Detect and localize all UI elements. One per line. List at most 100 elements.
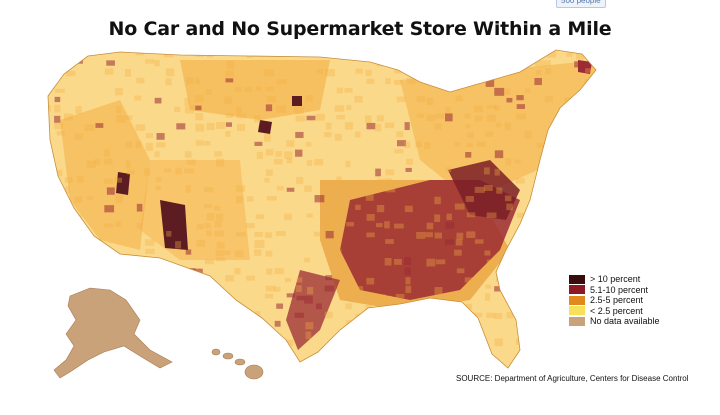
county-cell: [494, 168, 500, 176]
county-cell: [445, 167, 452, 173]
county-cell: [66, 275, 73, 284]
county-cell: [545, 194, 556, 200]
county-cell: [275, 366, 282, 368]
county-cell: [405, 277, 411, 285]
county-cell: [546, 239, 554, 246]
county-cell: [434, 123, 442, 130]
county-cell: [76, 176, 84, 183]
county-cell: [144, 239, 155, 246]
county-cell: [246, 196, 254, 202]
county-cell: [514, 159, 521, 164]
county-cell: [144, 286, 150, 293]
county-cell: [556, 141, 565, 150]
people-badge[interactable]: 500 people: [556, 0, 606, 8]
county-cell: [375, 339, 382, 346]
west-orange-region: [60, 100, 150, 250]
county-cell: [394, 223, 404, 229]
county-cell: [195, 51, 204, 57]
county-cell: [444, 239, 455, 245]
county-cell: [494, 286, 503, 292]
county-cell: [405, 167, 412, 172]
county-cell: [555, 339, 562, 348]
county-cell: [48, 77, 53, 83]
county-cell: [226, 51, 234, 56]
county-cell: [106, 367, 115, 368]
legend: > 10 percent 5.1-10 percent 2.5-5 percen…: [569, 274, 660, 327]
county-cell: [526, 50, 534, 57]
county-cell: [535, 286, 545, 293]
county-cell: [64, 61, 71, 67]
county-cell: [416, 95, 426, 103]
county-cell: [115, 221, 121, 227]
county-cell: [334, 248, 342, 256]
county-cell: [156, 176, 162, 183]
alaska-no-data: [53, 287, 173, 379]
county-cell: [446, 357, 456, 364]
county-cell: [346, 222, 355, 227]
legend-swatch: [569, 306, 585, 316]
county-cell: [64, 113, 73, 121]
county-cell: [145, 248, 155, 254]
county-cell: [175, 339, 185, 345]
legend-swatch: [569, 285, 585, 295]
county-cell: [48, 122, 50, 131]
county-cell: [476, 141, 486, 147]
county-cell: [74, 231, 80, 238]
county-cell: [264, 366, 273, 368]
county-cell: [246, 321, 257, 326]
county-cell: [466, 142, 473, 148]
county-cell: [306, 213, 313, 218]
county-cell: [385, 186, 396, 193]
county-cell: [265, 250, 273, 257]
county-cell: [286, 293, 295, 298]
county-cell: [334, 366, 343, 368]
county-cell: [195, 293, 202, 300]
county-cell: [595, 52, 596, 58]
county-cell: [305, 331, 312, 340]
county-cell: [515, 277, 522, 282]
county-cell: [65, 70, 76, 77]
county-cell: [355, 68, 363, 74]
county-cell: [506, 312, 514, 319]
county-cell: [286, 367, 296, 368]
county-cell: [48, 178, 51, 187]
county-cell: [546, 230, 555, 238]
county-cell: [296, 277, 303, 283]
county-cell: [565, 358, 572, 365]
county-cell: [524, 131, 532, 139]
county-cell: [274, 286, 281, 292]
county-cell: [295, 285, 302, 292]
county-cell: [405, 158, 414, 165]
county-cell: [384, 178, 393, 183]
county-cell: [116, 115, 127, 124]
county-cell: [286, 158, 293, 164]
county-cell: [135, 140, 142, 149]
county-cell: [474, 186, 485, 193]
county-cell: [344, 87, 353, 93]
county-cell: [575, 222, 584, 230]
county-cell: [406, 77, 416, 85]
county-cell: [366, 277, 375, 285]
county-cell: [234, 250, 244, 258]
county-cell: [215, 213, 224, 221]
county-cell: [454, 77, 461, 86]
legend-item-gt10: > 10 percent: [569, 274, 660, 285]
county-cell: [464, 277, 475, 283]
county-cell: [434, 365, 442, 368]
county-cell: [596, 86, 602, 93]
county-cell: [454, 142, 461, 147]
county-cell: [265, 86, 274, 92]
county-cell: [466, 132, 474, 138]
county-cell: [385, 239, 394, 244]
county-cell: [544, 294, 555, 303]
county-cell: [544, 60, 551, 67]
county-cell: [254, 232, 263, 237]
north-orange-region: [180, 60, 330, 120]
county-cell: [165, 78, 172, 86]
county-cell: [106, 266, 115, 273]
county-cell: [286, 187, 295, 192]
county-cell: [54, 88, 65, 93]
plains-darkred-region: [258, 120, 272, 134]
county-cell: [144, 339, 154, 347]
county-cell: [204, 259, 214, 265]
